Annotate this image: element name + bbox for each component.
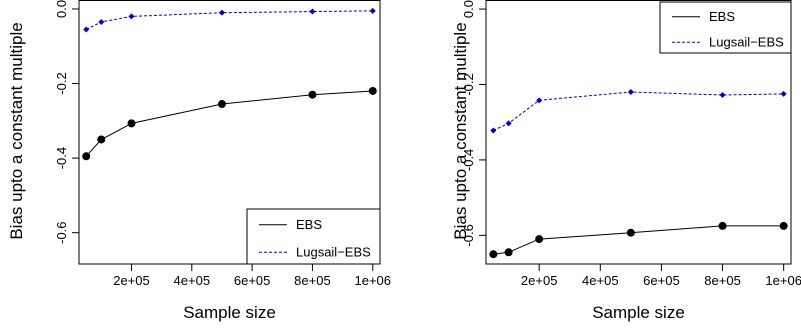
chart-panel-1: 2e+05 4e+05 6e+05 8e+05 1e+06 0.0 -0.2 -0.4 -0.6… [7,0,391,322]
data-point-lugsail-ebs [627,89,634,96]
plot-frame [485,0,792,265]
x-tick-label: 1e+06 [765,273,801,288]
x-tick-label: 4e+05 [174,273,211,288]
data-point-ebs [779,221,788,230]
y-tick-label: 0.0 [54,0,69,18]
y-tick-label: -0.6 [461,224,476,246]
legend-box [659,1,792,54]
data-point-ebs [97,135,106,144]
series-line-lugsail-ebs [493,91,784,131]
data-point-lugsail-ebs [719,92,726,99]
data-point-ebs [368,86,377,95]
data-point-lugsail-ebs [128,13,135,20]
y-axis-title: Bias upto a constant multiple [451,22,470,239]
data-point-ebs [489,250,498,259]
x-axis-title: Sample size [183,303,276,322]
data-point-ebs [718,221,727,230]
data-point-ebs [217,100,226,109]
legend-label-ebs: EBS [296,217,322,232]
legend-box [246,208,381,265]
legend-label-lugsail-ebs: Lugsail−EBS [709,34,784,49]
legend-label-lugsail-ebs: Lugsail−EBS [296,244,371,259]
y-tick-label: -0.2 [461,73,476,95]
x-tick-label: 2e+05 [113,273,150,288]
chart-panel-2: 2e+05 4e+05 6e+05 8e+05 1e+06 0.0 -0.2 -0.4 -0.6… [451,0,801,322]
legend-label-ebs: EBS [709,9,735,24]
legend: EBS Lugsail−EBS [659,1,792,54]
x-axis-title: Sample size [592,303,685,322]
y-tick-label: 0.0 [461,0,476,18]
legend: EBS Lugsail−EBS [246,208,381,265]
data-point-ebs [535,235,544,244]
x-tick-label: 4e+05 [582,273,619,288]
data-point-lugsail-ebs [83,26,90,33]
x-tick-label: 2e+05 [521,273,558,288]
data-point-ebs [504,248,513,257]
data-point-ebs [127,119,136,128]
data-point-lugsail-ebs [218,9,225,16]
data-point-lugsail-ebs [309,8,316,15]
plot-frame [78,0,381,265]
y-tick-label: -0.6 [54,221,69,243]
y-tick-label: -0.4 [54,147,69,169]
data-point-lugsail-ebs [536,97,543,104]
x-tick-label: 6e+05 [234,273,271,288]
x-tick-label: 1e+06 [355,273,392,288]
x-tick-label: 8e+05 [294,273,331,288]
x-tick-label: 8e+05 [704,273,741,288]
data-point-lugsail-ebs [490,127,497,134]
data-point-lugsail-ebs [780,90,787,97]
y-tick-label: -0.2 [54,72,69,94]
data-point-lugsail-ebs [98,19,105,25]
y-tick-label: -0.4 [461,149,476,171]
data-point-ebs [626,228,635,237]
y-axis-title: Bias upto a constant multiple [7,22,26,239]
data-point-lugsail-ebs [369,7,376,14]
data-point-lugsail-ebs [505,120,512,127]
x-tick-label: 6e+05 [643,273,680,288]
data-point-ebs [308,90,317,99]
series-line-lugsail-ebs [85,10,373,30]
data-point-ebs [82,152,91,161]
